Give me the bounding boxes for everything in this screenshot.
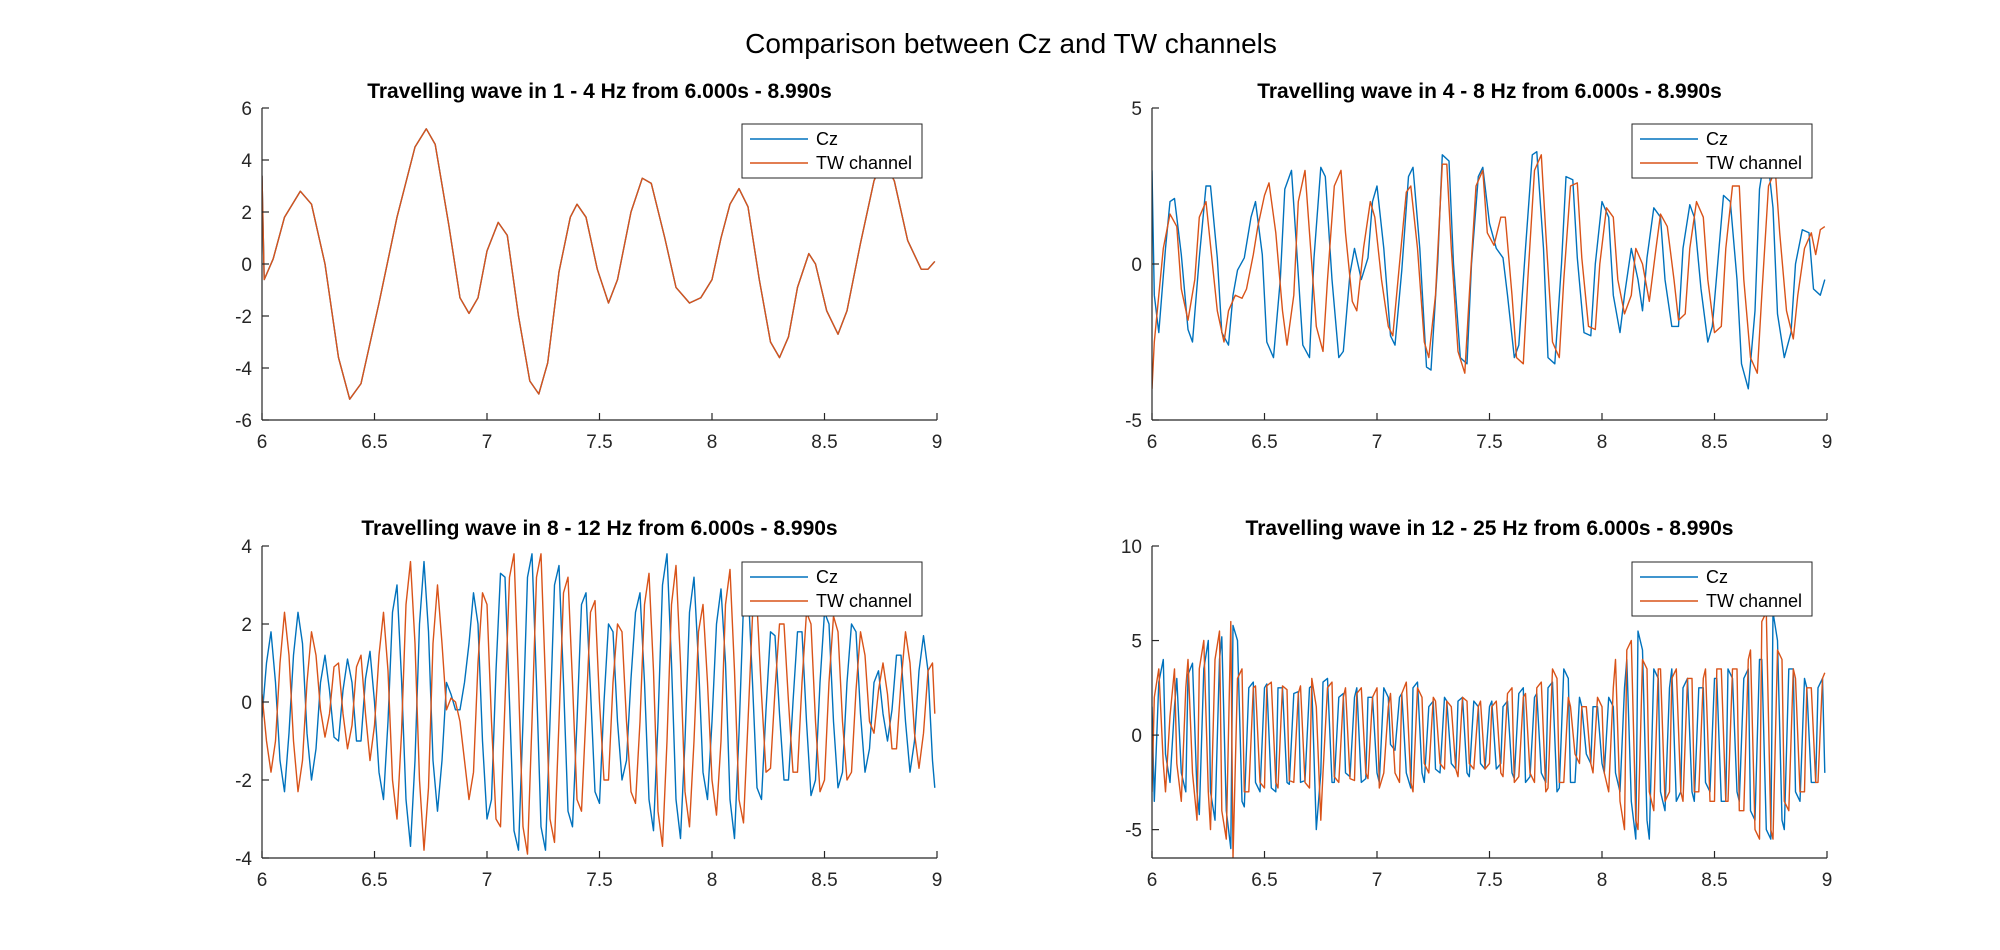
figure-suptitle: Comparison between Cz and TW channels	[745, 28, 1277, 59]
x-tick-label: 9	[932, 432, 943, 453]
y-tick-label: -2	[235, 307, 252, 328]
y-tick-label: 4	[241, 151, 252, 172]
subplot-3: Travelling wave in 8 - 12 Hz from 6.000s…	[235, 517, 942, 891]
subplot-title: Travelling wave in 8 - 12 Hz from 6.000s…	[361, 517, 837, 540]
x-tick-label: 6	[257, 432, 268, 453]
series-line-tw-channel	[1152, 611, 1826, 858]
x-tick-label: 7	[1372, 870, 1383, 891]
y-tick-label: 0	[1131, 726, 1142, 747]
subplot-title: Travelling wave in 1 - 4 Hz from 6.000s …	[367, 80, 832, 103]
x-tick-label: 6.5	[1251, 870, 1277, 891]
legend-label: Cz	[1706, 567, 1728, 587]
x-tick-label: 6.5	[1251, 432, 1277, 453]
x-tick-label: 8	[1597, 432, 1608, 453]
legend-label: TW channel	[1706, 153, 1802, 173]
legend-box	[741, 561, 923, 617]
legend: Cz TW channel	[741, 561, 923, 617]
x-tick-label: 8.5	[1701, 870, 1727, 891]
y-tick-label: 10	[1121, 537, 1142, 558]
legend-label: TW channel	[816, 591, 912, 611]
y-tick-label: 5	[1131, 99, 1142, 120]
x-tick-label: 6.5	[361, 432, 387, 453]
legend-label: Cz	[816, 129, 838, 149]
legend-box	[1631, 561, 1813, 617]
y-tick-label: -4	[235, 359, 252, 380]
series-line-tw-channel	[262, 128, 936, 400]
x-tick-label: 7.5	[586, 870, 612, 891]
subplot-4: Travelling wave in 12 - 25 Hz from 6.000…	[1121, 517, 1832, 891]
y-tick-label: 0	[1131, 255, 1142, 276]
x-tick-label: 9	[932, 870, 943, 891]
x-tick-label: 7.5	[1476, 870, 1502, 891]
subplot-2: Travelling wave in 4 - 8 Hz from 6.000s …	[1125, 80, 1832, 453]
series-line-cz	[1152, 611, 1826, 850]
x-tick-label: 7	[482, 432, 493, 453]
legend-box	[1631, 123, 1813, 179]
y-tick-label: 5	[1131, 632, 1142, 653]
series-group	[262, 128, 936, 400]
x-tick-label: 7	[482, 870, 493, 891]
x-tick-label: 6	[1147, 432, 1158, 453]
x-tick-label: 7	[1372, 432, 1383, 453]
x-tick-label: 6	[257, 870, 268, 891]
y-tick-label: -4	[235, 849, 252, 870]
legend-label: Cz	[816, 567, 838, 587]
x-tick-label: 8	[1597, 870, 1608, 891]
y-tick-label: 2	[241, 615, 252, 636]
x-tick-label: 9	[1822, 870, 1833, 891]
y-tick-label: 0	[241, 693, 252, 714]
legend-label: TW channel	[816, 153, 912, 173]
y-tick-label: -6	[235, 411, 252, 432]
legend-label: Cz	[1706, 129, 1728, 149]
y-tick-label: -2	[235, 771, 252, 792]
legend: Cz TW channel	[1631, 561, 1813, 617]
y-tick-label: -5	[1125, 821, 1142, 842]
legend-box	[741, 123, 923, 179]
subplot-grid: Travelling wave in 1 - 4 Hz from 6.000s …	[235, 80, 1832, 891]
series-line-tw-channel	[1152, 154, 1826, 389]
y-tick-label: -5	[1125, 411, 1142, 432]
series-line-tw-channel	[262, 553, 936, 855]
y-tick-label: 4	[241, 537, 252, 558]
legend: Cz TW channel	[741, 123, 923, 179]
x-tick-label: 6	[1147, 870, 1158, 891]
x-tick-label: 8	[707, 870, 718, 891]
legend-label: TW channel	[1706, 591, 1802, 611]
legend: Cz TW channel	[1631, 123, 1813, 179]
series-group	[1152, 144, 1826, 390]
x-tick-label: 8	[707, 432, 718, 453]
x-tick-label: 6.5	[361, 870, 387, 891]
y-tick-label: 6	[241, 99, 252, 120]
series-line-cz	[1152, 144, 1826, 390]
subplot-title: Travelling wave in 12 - 25 Hz from 6.000…	[1246, 517, 1734, 540]
y-tick-label: 2	[241, 203, 252, 224]
subplot-1: Travelling wave in 1 - 4 Hz from 6.000s …	[235, 80, 942, 453]
subplot-title: Travelling wave in 4 - 8 Hz from 6.000s …	[1257, 80, 1722, 103]
x-tick-label: 7.5	[1476, 432, 1502, 453]
x-tick-label: 9	[1822, 432, 1833, 453]
series-group	[1152, 611, 1826, 858]
y-tick-label: 0	[241, 255, 252, 276]
x-tick-label: 8.5	[811, 870, 837, 891]
x-tick-label: 8.5	[1701, 432, 1727, 453]
x-tick-label: 7.5	[586, 432, 612, 453]
x-tick-label: 8.5	[811, 432, 837, 453]
